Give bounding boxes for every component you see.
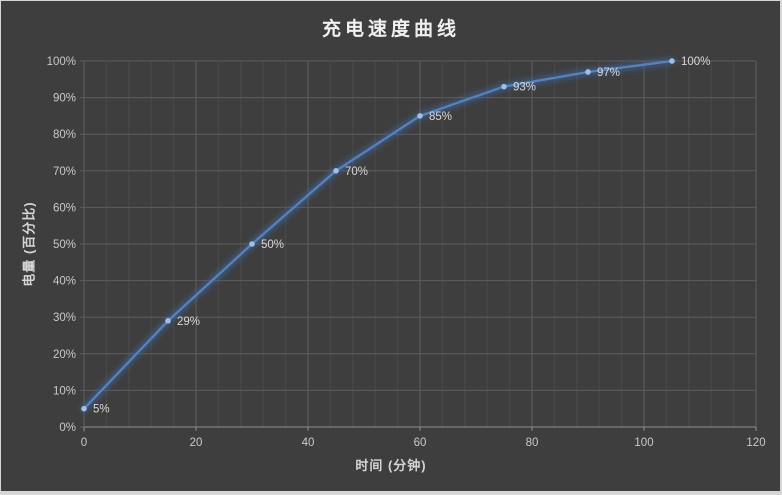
series-line [82,59,674,410]
y-tick-label: 20% [53,349,76,361]
y-tick-label: 50% [53,239,76,251]
x-tick-label: 100 [634,437,653,449]
y-tick-label: 10% [53,385,76,397]
y-tick-label: 0% [59,422,76,434]
series-line-glow [80,57,676,413]
x-tick-label: 120 [746,437,765,449]
y-tick-label: 60% [53,202,76,214]
data-point-marker [501,83,507,90]
data-point-label: 97% [597,67,620,79]
x-tick-label: 0 [81,437,87,449]
x-tick-label: 60 [414,437,427,449]
x-tick-label: 20 [190,437,203,449]
data-point-label: 93% [513,82,536,94]
y-tick-label: 80% [53,129,76,141]
data-point-label: 50% [261,239,284,251]
data-point-marker [669,58,675,64]
y-tick-label: 30% [53,312,76,324]
y-axis-title-text: 电量 (百分比) [21,201,37,287]
y-tick-label: 90% [53,93,76,105]
data-point-label: 85% [429,111,452,123]
data-point-label: 70% [345,166,368,178]
x-axis-title: 时间 (分钟) [355,458,427,473]
data-point-marker [81,405,87,412]
data-point-marker [333,168,339,174]
chart-title: 充电速度曲线 [321,19,460,40]
data-point-marker [585,69,591,75]
y-tick-label: 40% [53,276,76,288]
data-point-marker [165,318,171,324]
data-point-marker [249,241,255,247]
x-tick-label: 80 [526,437,539,449]
x-tick-label: 40 [302,437,315,449]
data-point-label: 29% [177,316,200,328]
data-point-label: 5% [93,404,110,416]
data-point-marker [417,113,423,119]
y-tick-label: 70% [53,166,76,178]
data-point-label: 100% [681,56,710,68]
y-tick-label: 100% [47,56,76,68]
